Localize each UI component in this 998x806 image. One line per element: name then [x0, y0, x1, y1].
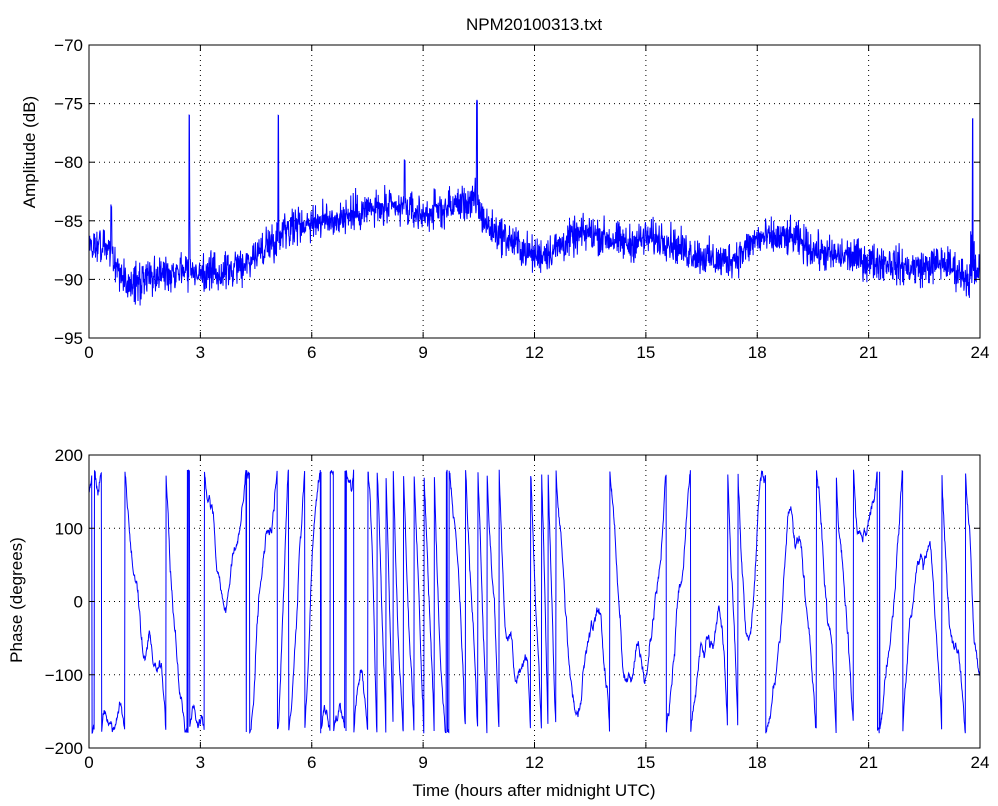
amplitude-x-tick-label: 6 [307, 343, 316, 362]
phase-y-tick-label: −200 [45, 739, 83, 758]
phase-y-tick-label: 0 [74, 593, 83, 612]
phase-panel: 0 3 6 9 12 15 18 21 24 −200 −100 0 100 200 Phase (deg… [7, 446, 989, 800]
phase-y-axis-label: Phase (degrees) [7, 537, 26, 663]
phase-trace [88, 469, 981, 735]
amplitude-y-axis-label: Amplitude (dB) [20, 96, 39, 208]
phase-x-tick-label: 15 [636, 753, 655, 772]
phase-x-tick-label: 0 [84, 753, 93, 772]
amplitude-y-tick-label: −95 [54, 329, 83, 348]
amplitude-y-tick-label: −80 [54, 153, 83, 172]
amplitude-ticks: 0 3 6 9 12 15 18 21 24 −95 −90 −85 −80 −75 −70 [54, 36, 989, 362]
amplitude-x-tick-label: 0 [84, 343, 93, 362]
phase-x-tick-label: 18 [748, 753, 767, 772]
amplitude-y-tick-label: −90 [54, 270, 83, 289]
amplitude-x-tick-label: 15 [636, 343, 655, 362]
phase-grid [89, 455, 980, 748]
amplitude-x-tick-label: 3 [196, 343, 205, 362]
amplitude-y-tick-label: −70 [54, 36, 83, 55]
amplitude-x-tick-label: 12 [525, 343, 544, 362]
phase-x-tick-label: 9 [418, 753, 427, 772]
chart-title: NPM20100313.txt [466, 15, 602, 34]
amplitude-grid [89, 45, 980, 338]
amplitude-panel: 0 3 6 9 12 15 18 21 24 −95 −90 −85 −80 −75 −70 Amplitu… [20, 36, 989, 362]
phase-ticks: 0 3 6 9 12 15 18 21 24 −200 −100 0 100 200 [45, 446, 990, 772]
amplitude-trace [88, 99, 981, 306]
amplitude-y-tick-label: −85 [54, 212, 83, 231]
phase-y-tick-label: 200 [55, 446, 83, 465]
amplitude-x-tick-label: 24 [971, 343, 990, 362]
amplitude-y-tick-label: −75 [54, 95, 83, 114]
phase-y-tick-label: 100 [55, 519, 83, 538]
phase-x-axis-label: Time (hours after midnight UTC) [412, 781, 655, 800]
amplitude-x-tick-label: 21 [859, 343, 878, 362]
phase-x-tick-label: 6 [307, 753, 316, 772]
phase-y-tick-label: −100 [45, 666, 83, 685]
phase-x-tick-label: 3 [196, 753, 205, 772]
phase-x-tick-label: 24 [971, 753, 990, 772]
amplitude-x-tick-label: 18 [748, 343, 767, 362]
amplitude-x-tick-label: 9 [418, 343, 427, 362]
phase-x-tick-label: 21 [859, 753, 878, 772]
phase-x-tick-label: 12 [525, 753, 544, 772]
